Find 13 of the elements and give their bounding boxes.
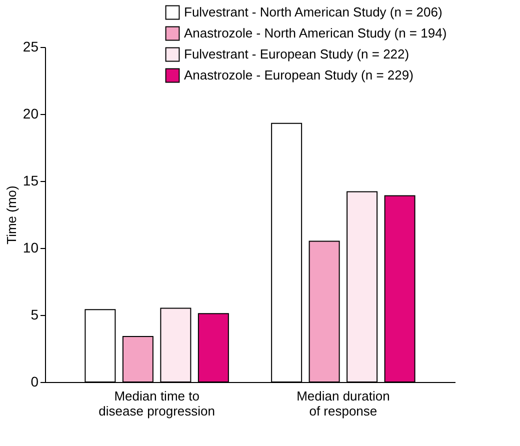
- x-tick-label: Median duration of response: [296, 388, 390, 418]
- y-tick-label: 10: [22, 240, 39, 256]
- y-tick-label: 20: [22, 106, 39, 122]
- legend-label: Fulvestrant - European Study (n = 222): [184, 46, 410, 62]
- y-tick-label: 5: [30, 306, 39, 322]
- y-tick-label: 15: [22, 172, 39, 188]
- legend-label: Anastrozole - North American Study (n = 194): [184, 26, 447, 40]
- y-axis-title: Time (mo): [4, 186, 19, 244]
- y-tick-label: 0: [30, 374, 39, 390]
- y-tick-label: 25: [22, 38, 39, 54]
- legend-label: Anastrozole - European Study (n = 229): [184, 68, 414, 82]
- legend-label: Fulvestrant - North American Study (n = 206): [184, 4, 442, 20]
- x-tick-label: Median time to disease progression: [98, 388, 215, 418]
